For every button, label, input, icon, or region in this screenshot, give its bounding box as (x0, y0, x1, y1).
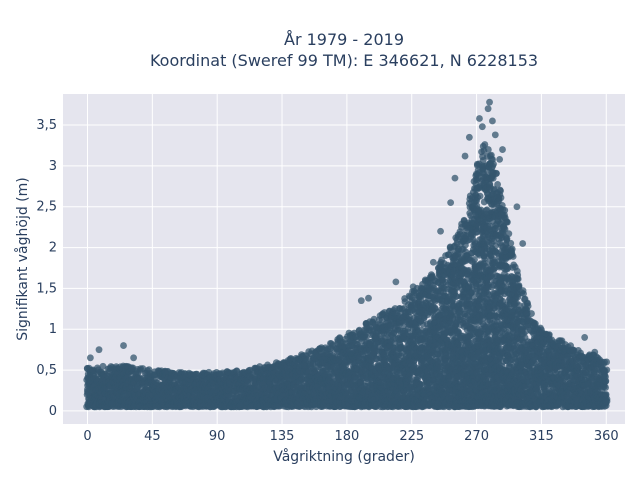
data-point (286, 355, 294, 363)
data-point (99, 362, 107, 370)
chart-subtitle: Koordinat (Sweref 99 TM): E 346621, N 62… (150, 51, 538, 70)
chart-title: År 1979 - 2019 (284, 30, 404, 49)
data-points (83, 98, 611, 411)
